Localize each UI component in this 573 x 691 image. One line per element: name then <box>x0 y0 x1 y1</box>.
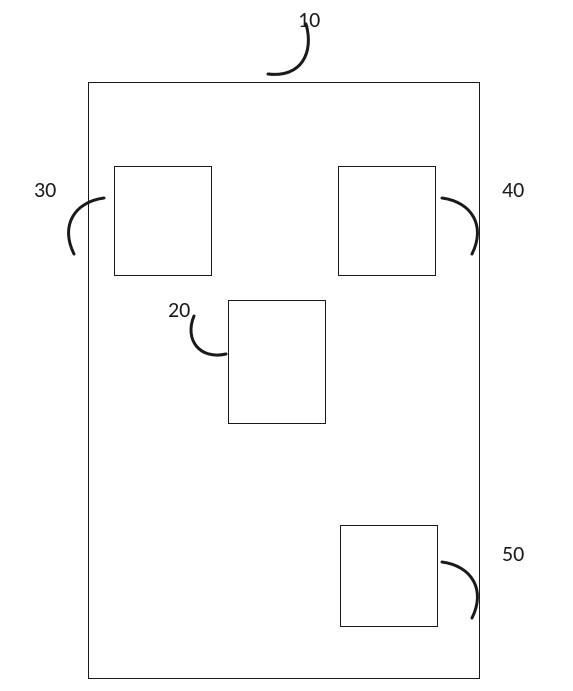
leader-50 <box>432 556 492 626</box>
leader-10 <box>262 18 322 88</box>
box-40 <box>338 166 436 276</box>
leader-30 <box>54 192 114 262</box>
leader-40 <box>432 192 492 262</box>
leader-20 <box>180 312 240 372</box>
label-40: 40 <box>502 176 524 203</box>
box-50 <box>340 525 438 627</box>
box-20 <box>228 300 326 424</box>
label-50: 50 <box>502 540 524 567</box>
label-30: 30 <box>34 176 56 203</box>
box-30 <box>114 166 212 276</box>
